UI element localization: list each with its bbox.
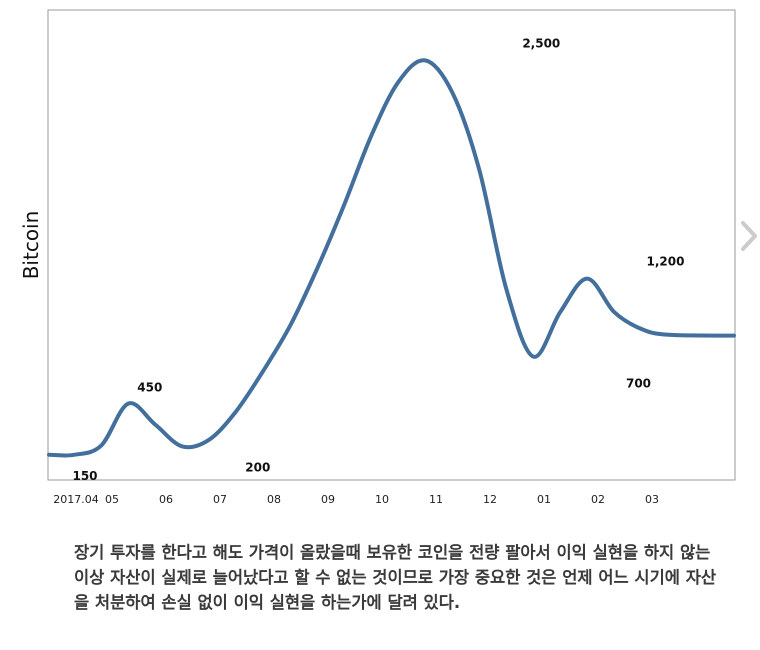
x-tick-label: 10 [375,493,389,506]
x-tick-label: 06 [159,493,173,506]
data-label: 450 [137,380,162,394]
data-label: 700 [626,377,651,391]
data-label: 150 [72,469,97,483]
x-tick-label: 2017.04 [53,493,99,506]
x-tick-label: 11 [429,493,443,506]
bitcoin-price-chart: Bitcoin 2017.04 05 06 07 08 09 10 11 12 01 02 03 150 4… [19,9,736,506]
data-label: 200 [245,460,270,474]
x-tick-label: 02 [591,493,605,506]
plot-frame [47,9,736,481]
data-label: 2,500 [522,36,560,50]
chart-caption: 장기 투자를 한다고 해도 가격이 올랐을때 보유한 코인을 전량 팔아서 이익… [74,543,717,612]
x-tick-label: 01 [537,493,551,506]
x-tick-label: 12 [483,493,497,506]
data-label: 1,200 [647,255,685,269]
chevron-right-icon [741,221,757,251]
x-tick-label: 03 [645,493,659,506]
next-slide-button[interactable] [738,219,760,253]
x-tick-label: 08 [267,493,281,506]
y-axis-label: Bitcoin [19,211,43,280]
x-tick-label: 07 [213,493,227,506]
series-line-bitcoin [47,58,736,458]
x-tick-label: 09 [321,493,335,506]
x-tick-label: 05 [105,493,119,506]
